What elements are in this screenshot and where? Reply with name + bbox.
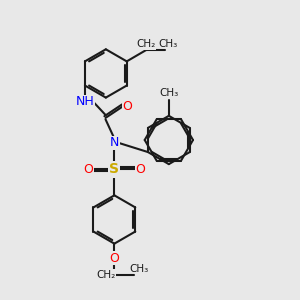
Text: CH₃: CH₃ [159,88,178,98]
Text: O: O [135,163,145,176]
Text: N: N [110,136,119,149]
Text: CH₃: CH₃ [129,264,148,274]
Text: O: O [110,252,119,265]
Text: O: O [83,163,93,176]
Text: CH₃: CH₃ [158,39,178,49]
Text: CH₂: CH₂ [97,269,116,280]
Text: NH: NH [76,95,94,108]
Text: S: S [110,162,119,176]
Text: O: O [123,100,133,112]
Text: CH₂: CH₂ [136,39,155,49]
